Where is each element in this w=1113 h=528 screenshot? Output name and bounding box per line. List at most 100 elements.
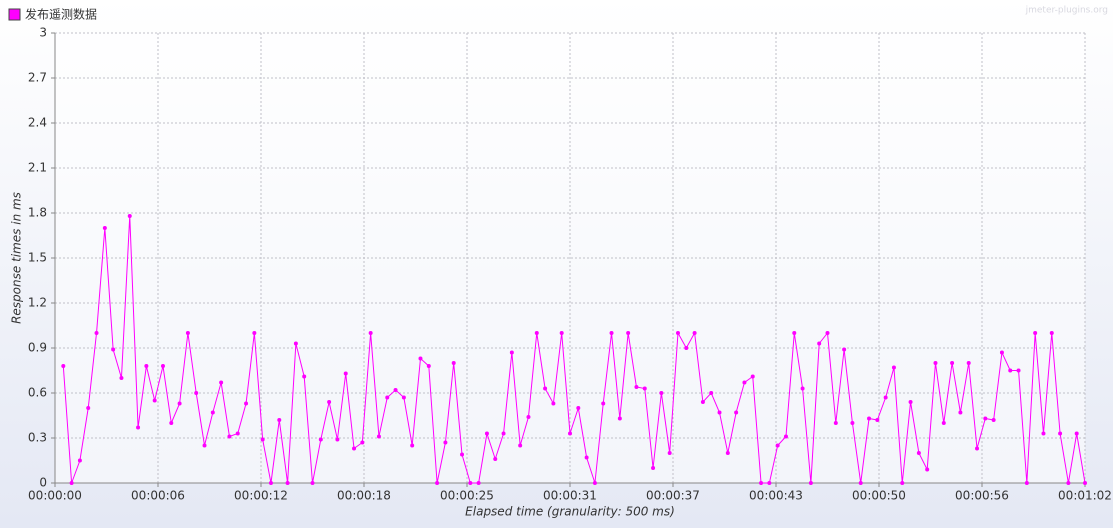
data-point — [69, 481, 74, 485]
data-point — [642, 386, 647, 391]
data-point — [792, 331, 797, 335]
data-point — [177, 401, 182, 406]
data-point — [526, 415, 531, 419]
data-point — [958, 410, 963, 415]
data-point — [235, 431, 240, 436]
data-point — [152, 398, 157, 403]
data-point — [518, 443, 523, 448]
y-tick-label: 2.1 — [28, 161, 47, 175]
x-tick-label: 00:00:37 — [646, 489, 700, 503]
data-point — [991, 418, 996, 422]
data-point — [393, 388, 398, 392]
data-point — [509, 350, 514, 355]
data-point — [842, 347, 847, 352]
x-axis-title: Elapsed time (granularity: 500 ms) — [465, 505, 675, 519]
data-point — [476, 481, 481, 485]
data-point — [185, 331, 190, 335]
x-tick-label: 00:00:06 — [131, 489, 185, 503]
data-point — [227, 434, 232, 439]
data-point — [999, 350, 1004, 355]
x-tick-label: 00:00:43 — [749, 489, 803, 503]
data-point — [891, 365, 896, 370]
data-point — [1066, 481, 1071, 485]
data-point — [966, 361, 971, 365]
data-point — [767, 481, 772, 485]
data-point — [933, 361, 938, 365]
data-point — [460, 452, 465, 457]
data-point — [800, 386, 805, 391]
data-point — [260, 437, 265, 442]
data-point — [875, 418, 880, 422]
data-point — [609, 331, 614, 335]
data-point — [136, 425, 141, 430]
data-point — [867, 416, 872, 421]
data-point — [742, 380, 747, 385]
data-point — [285, 481, 290, 485]
data-point — [568, 431, 572, 436]
data-point — [833, 421, 838, 425]
data-point — [617, 416, 622, 421]
data-point — [501, 431, 506, 436]
y-tick-label: 0.9 — [28, 341, 47, 355]
watermark: jmeter-plugins.org — [1025, 6, 1108, 16]
data-point — [825, 331, 830, 335]
data-point — [252, 331, 257, 335]
data-point — [368, 331, 373, 335]
data-point — [360, 440, 365, 445]
data-point — [401, 395, 406, 400]
x-tick-label: 00:00:12 — [234, 489, 288, 503]
data-point — [385, 395, 390, 400]
data-point — [817, 341, 822, 346]
data-point — [916, 451, 921, 455]
data-point — [983, 416, 988, 421]
data-point — [1041, 431, 1046, 436]
data-point — [451, 361, 456, 365]
data-point — [717, 410, 722, 415]
y-tick-label: 2.7 — [28, 71, 47, 85]
data-point — [293, 341, 298, 346]
x-tick-label: 00:01:02 — [1058, 489, 1112, 503]
y-tick-label: 0.3 — [28, 431, 47, 445]
data-point — [700, 400, 705, 404]
data-point — [975, 446, 980, 451]
data-point — [634, 385, 639, 389]
data-point — [584, 455, 589, 460]
data-point — [950, 361, 955, 365]
data-point — [667, 451, 672, 455]
data-point — [601, 401, 606, 406]
x-tick-label: 00:00:00 — [28, 489, 82, 503]
data-point — [111, 347, 116, 352]
data-point — [493, 457, 498, 461]
data-point — [734, 410, 739, 415]
x-tick-label: 00:00:31 — [543, 489, 597, 503]
data-point — [1016, 368, 1021, 373]
data-point — [61, 364, 66, 368]
data-point — [1074, 431, 1079, 436]
data-point — [194, 391, 199, 395]
data-point — [725, 451, 730, 455]
data-point — [210, 410, 215, 415]
data-point — [675, 331, 680, 335]
data-point — [327, 400, 332, 404]
y-tick-label: 0 — [39, 476, 47, 490]
data-point — [1058, 431, 1063, 436]
x-tick-label: 00:00:25 — [440, 489, 494, 503]
y-tick-label: 1.5 — [28, 251, 47, 265]
data-point — [318, 437, 323, 442]
data-point — [169, 421, 174, 425]
y-tick-label: 1.2 — [28, 296, 47, 310]
data-point — [127, 214, 132, 218]
data-point — [659, 391, 664, 395]
data-point — [426, 364, 431, 368]
data-point — [1024, 481, 1029, 485]
data-point — [850, 421, 855, 425]
data-point — [883, 395, 888, 400]
data-point — [310, 481, 315, 485]
data-point — [268, 481, 273, 485]
data-point — [443, 440, 448, 445]
data-point — [592, 481, 597, 485]
data-point — [219, 380, 224, 385]
data-point — [808, 481, 813, 485]
x-tick-label: 00:00:56 — [955, 489, 1009, 503]
